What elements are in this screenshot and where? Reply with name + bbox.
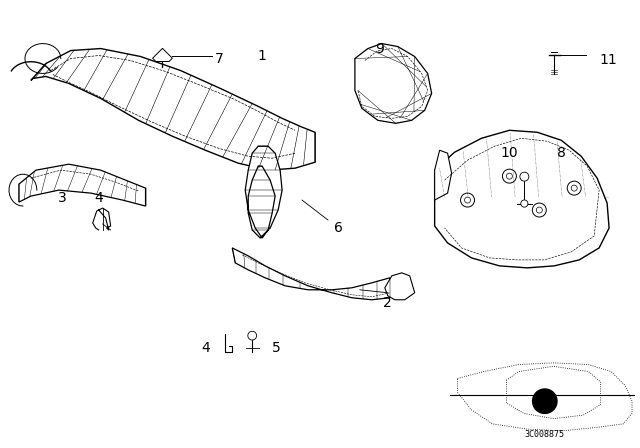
Text: 10: 10 [500,146,518,160]
Polygon shape [152,48,172,61]
Polygon shape [385,273,415,300]
Text: 4: 4 [202,340,211,355]
Text: 6: 6 [333,221,342,235]
Text: 2: 2 [383,296,392,310]
Text: 4: 4 [94,191,103,205]
Circle shape [248,331,257,340]
Polygon shape [435,130,609,268]
Text: 3C008875: 3C008875 [524,431,564,439]
Text: 9: 9 [376,42,384,56]
Text: 11: 11 [599,52,617,66]
Polygon shape [31,48,315,170]
Text: 1: 1 [258,48,267,63]
Polygon shape [232,248,390,300]
Circle shape [521,200,528,207]
Circle shape [532,389,557,414]
Polygon shape [355,43,431,123]
Text: 5: 5 [272,340,281,355]
Text: 8: 8 [557,146,566,160]
Polygon shape [245,146,282,238]
Text: 7: 7 [215,52,224,65]
Circle shape [520,172,529,181]
Text: 3: 3 [58,191,67,205]
Polygon shape [435,150,452,200]
Polygon shape [19,164,145,206]
